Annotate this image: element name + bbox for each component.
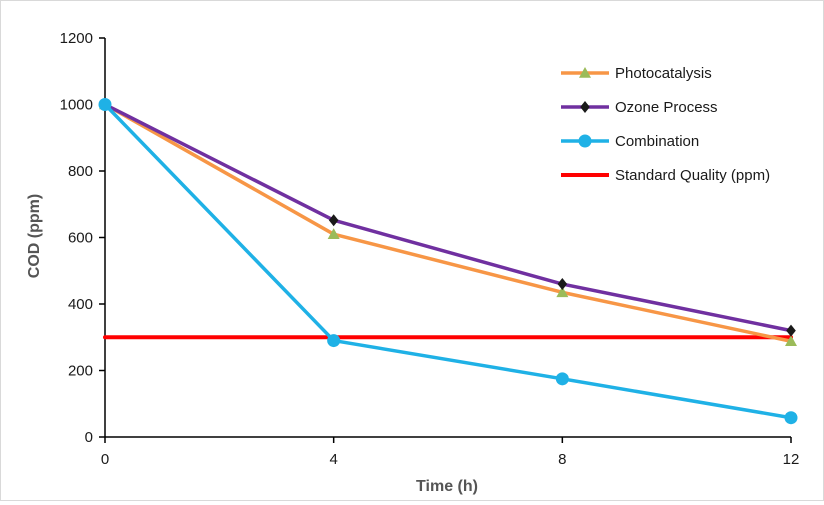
data-point-combination xyxy=(784,411,798,425)
legend: Photocatalysis Ozone Process Combination St… xyxy=(561,65,770,184)
data-point-combination xyxy=(98,98,112,111)
y-tick-label: 0 xyxy=(85,429,93,446)
x-axis-title: Time (h) xyxy=(416,478,478,495)
legend-item-ozone-process: Ozone Process xyxy=(561,99,718,116)
legend-item-photocatalysis: Photocatalysis xyxy=(561,65,712,82)
x-tick-label: 8 xyxy=(558,451,566,468)
series-layer xyxy=(98,98,798,425)
data-point-ozone-process xyxy=(557,278,568,291)
legend-item-standard-quality-ppm: Standard Quality (ppm) xyxy=(561,167,770,184)
data-point-ozone-process xyxy=(328,214,339,227)
data-point-combination xyxy=(327,334,341,348)
y-tick-label: 200 xyxy=(68,363,93,380)
legend-label-photocatalysis: Photocatalysis xyxy=(615,65,712,82)
y-tick-label: 400 xyxy=(68,296,93,313)
data-point-photocatalysis xyxy=(327,228,340,239)
series-combination xyxy=(98,98,798,425)
data-point-photocatalysis xyxy=(785,335,797,347)
x-tick-label: 4 xyxy=(329,451,337,468)
series-line-ozone-process xyxy=(103,102,793,333)
legend-label-ozone-process: Ozone Process xyxy=(615,99,718,116)
legend-marker-ozone-process xyxy=(580,101,590,113)
legend-marker-combination xyxy=(578,134,592,148)
legend-item-combination: Combination xyxy=(561,133,699,150)
data-point-combination xyxy=(555,372,569,386)
legend-label-combination: Combination xyxy=(615,133,699,150)
x-tick-label: 12 xyxy=(783,451,800,468)
y-tick-label: 1200 xyxy=(60,30,93,47)
series-line-photocatalysis xyxy=(103,102,793,343)
y-tick-label: 1000 xyxy=(60,97,93,114)
y-axis-title: COD (ppm) xyxy=(26,194,43,278)
legend-label-standard-quality-ppm: Standard Quality (ppm) xyxy=(615,167,770,184)
y-tick-label: 800 xyxy=(68,163,93,180)
y-tick-label: 600 xyxy=(68,230,93,247)
data-point-ozone-process xyxy=(786,324,796,337)
axes: 0 200 400 600 800 1000 1200 0 4 8 12 xyxy=(60,30,800,468)
series-line-combination xyxy=(103,102,793,420)
x-tick-label: 0 xyxy=(101,451,109,468)
data-point-photocatalysis xyxy=(556,286,569,298)
legend-marker-photocatalysis xyxy=(579,67,591,78)
